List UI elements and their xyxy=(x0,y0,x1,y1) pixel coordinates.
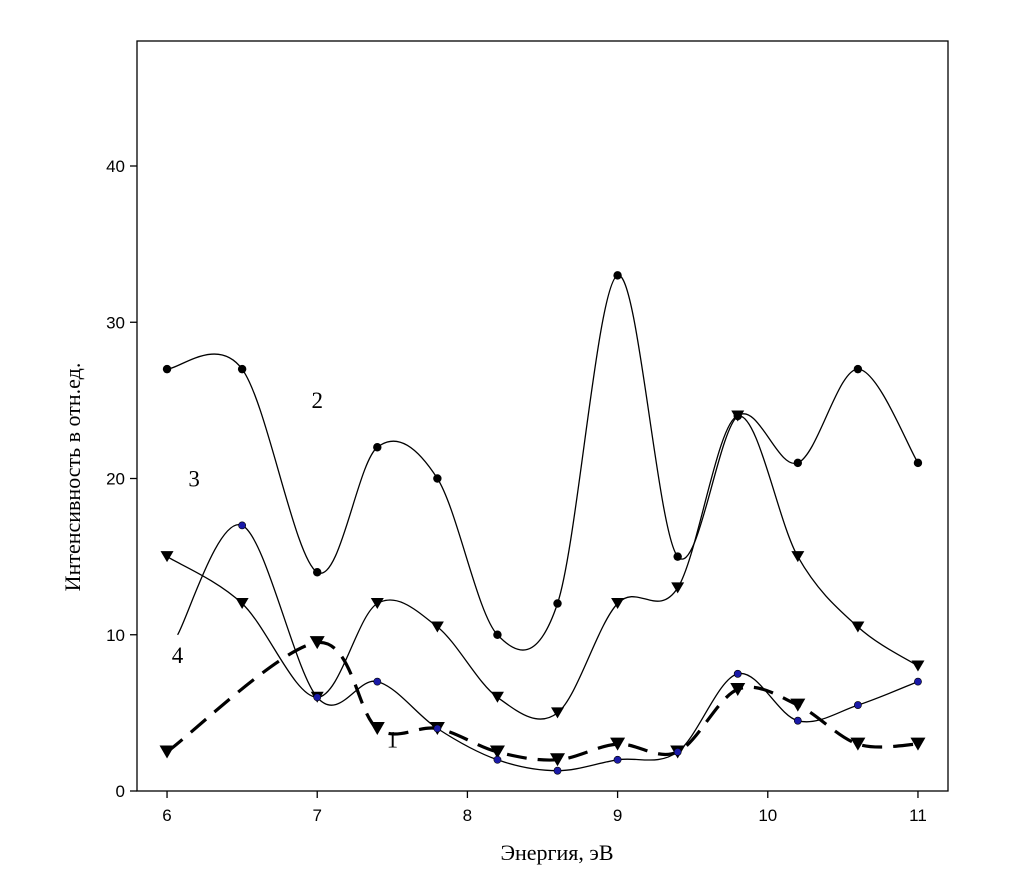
y-tick-label: 20 xyxy=(106,470,125,489)
curve-label-1: 1 xyxy=(387,727,399,752)
plot-frame xyxy=(136,40,949,792)
series-3-point xyxy=(430,621,444,633)
series-2-point xyxy=(433,474,442,483)
y-tick-label: 10 xyxy=(106,626,125,645)
series-1-point xyxy=(790,698,806,712)
series-2-point xyxy=(313,568,322,577)
series-3-point xyxy=(490,691,504,703)
series-3-point xyxy=(235,598,249,609)
series-4-point xyxy=(373,677,382,686)
y-tick-label: 30 xyxy=(106,313,125,332)
series-2-point xyxy=(853,364,863,374)
series-2-point xyxy=(373,443,382,452)
series-2-point xyxy=(613,271,622,280)
series-3-point xyxy=(911,660,925,672)
series-3-point xyxy=(370,598,384,609)
x-tick-label: 9 xyxy=(613,806,622,825)
series-4-point xyxy=(238,521,247,530)
series-1-point xyxy=(489,745,505,759)
series-3-point xyxy=(611,598,625,609)
series-4-point xyxy=(914,677,922,686)
series-4-point xyxy=(673,748,682,756)
curve-label-2: 2 xyxy=(311,388,323,413)
series-1-point xyxy=(309,636,325,650)
series-4-point xyxy=(793,716,802,725)
series-4-line xyxy=(177,524,919,772)
markers xyxy=(159,271,926,775)
series-2-line xyxy=(166,274,919,651)
series-1-point xyxy=(850,737,866,751)
x-axis-title: Энергия, эВ xyxy=(500,840,613,865)
series-1-point xyxy=(369,722,385,735)
series-4-point xyxy=(433,724,442,733)
x-tick-label: 11 xyxy=(909,806,927,825)
series-3-point xyxy=(671,582,685,594)
series-4-point xyxy=(613,755,622,764)
y-tick-label: 40 xyxy=(106,157,125,176)
curve-label-4: 4 xyxy=(172,643,184,668)
series-1-point xyxy=(159,745,175,759)
series-3-point xyxy=(160,551,174,563)
curve-labels: 2 3 4 1 xyxy=(172,388,398,752)
series-1-point xyxy=(730,682,746,696)
x-tick-label: 10 xyxy=(758,806,777,825)
series-2-point xyxy=(913,458,923,468)
x-tick-label: 6 xyxy=(162,806,171,825)
series-1-line xyxy=(166,640,919,762)
y-tick-label: 0 xyxy=(116,782,125,801)
series-4-point xyxy=(553,766,562,775)
series-2-point xyxy=(237,364,247,374)
series-1-point xyxy=(610,737,626,751)
series-2-point xyxy=(162,364,172,374)
series-4-point xyxy=(733,669,742,678)
series-2-point xyxy=(673,552,682,561)
series-3-point xyxy=(731,410,745,422)
y-axis-title: Интенсивность в отн.ед. xyxy=(60,363,85,592)
x-tick-label: 7 xyxy=(312,806,321,825)
axis-ticks: 6 7 8 9 10 11 0 10 20 30 40 xyxy=(106,157,927,825)
series-3-line xyxy=(166,415,919,720)
series-3-point xyxy=(551,707,565,719)
series-4-point xyxy=(853,701,862,709)
series-1-point xyxy=(910,737,926,751)
series-1-point xyxy=(550,753,566,767)
series-3-point xyxy=(851,621,865,633)
series-4-point xyxy=(313,693,322,702)
x-tick-label: 8 xyxy=(463,806,472,825)
series-4-point xyxy=(493,755,502,764)
plot-border xyxy=(136,40,949,792)
series-2-point xyxy=(553,599,562,608)
curves xyxy=(166,274,919,772)
curve-label-3: 3 xyxy=(188,466,200,491)
series-2-point xyxy=(493,630,502,639)
series-3-point xyxy=(791,551,805,563)
series-2-point xyxy=(793,458,803,468)
